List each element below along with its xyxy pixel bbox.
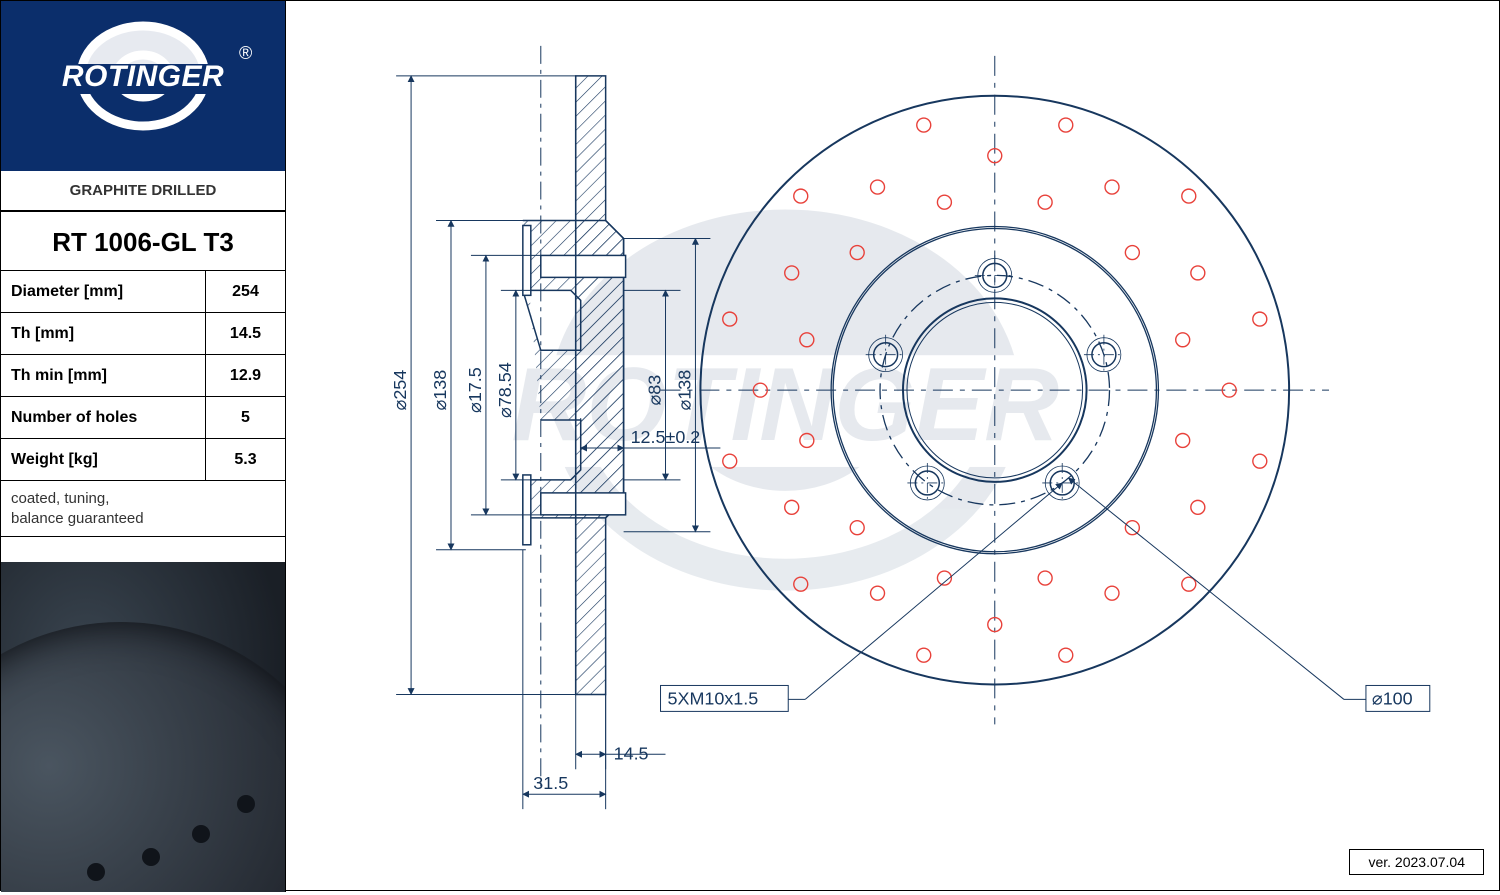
svg-text:⌀100: ⌀100	[1372, 688, 1413, 708]
product-subtitle: GRAPHITE DRILLED	[1, 171, 285, 211]
spec-sidebar: ROTINGER ® GRAPHITE DRILLED RT 1006-GL T…	[1, 1, 286, 892]
technical-drawing: ROTINGER	[286, 1, 1499, 890]
spec-value: 12.9	[206, 367, 285, 385]
svg-text:12.5±0.2: 12.5±0.2	[631, 427, 701, 447]
spec-row: Number of holes5	[1, 397, 285, 439]
svg-text:⌀78.54: ⌀78.54	[495, 362, 515, 418]
notes: coated, tuning, balance guaranteed	[1, 481, 285, 537]
spec-label: Weight [kg]	[1, 439, 206, 480]
spec-row: Diameter [mm]254	[1, 271, 285, 313]
svg-text:⌀254: ⌀254	[390, 370, 410, 411]
spec-row: Weight [kg]5.3	[1, 439, 285, 481]
spec-value: 14.5	[206, 325, 285, 343]
svg-text:5XM10x1.5: 5XM10x1.5	[668, 688, 759, 708]
product-photo	[1, 562, 285, 892]
brand-text: ROTINGER	[62, 60, 224, 93]
spec-row: Th min [mm]12.9	[1, 355, 285, 397]
svg-text:31.5: 31.5	[533, 773, 568, 793]
spec-label: Diameter [mm]	[1, 271, 206, 312]
svg-text:14.5: 14.5	[614, 743, 649, 763]
version: ver. 2023.07.04	[1349, 849, 1484, 875]
svg-text:⌀138: ⌀138	[430, 370, 450, 411]
svg-text:⌀17.5: ⌀17.5	[465, 367, 485, 413]
spec-value: 254	[206, 283, 285, 301]
svg-text:®: ®	[239, 43, 252, 63]
spec-label: Th [mm]	[1, 313, 206, 354]
brand-logo: ROTINGER ®	[1, 1, 285, 171]
spec-row: Th [mm]14.5	[1, 313, 285, 355]
spec-value: 5	[206, 409, 285, 427]
part-number: RT 1006-GL T3	[1, 211, 285, 271]
spec-label: Th min [mm]	[1, 355, 206, 396]
spec-value: 5.3	[206, 451, 285, 469]
spec-label: Number of holes	[1, 397, 206, 438]
